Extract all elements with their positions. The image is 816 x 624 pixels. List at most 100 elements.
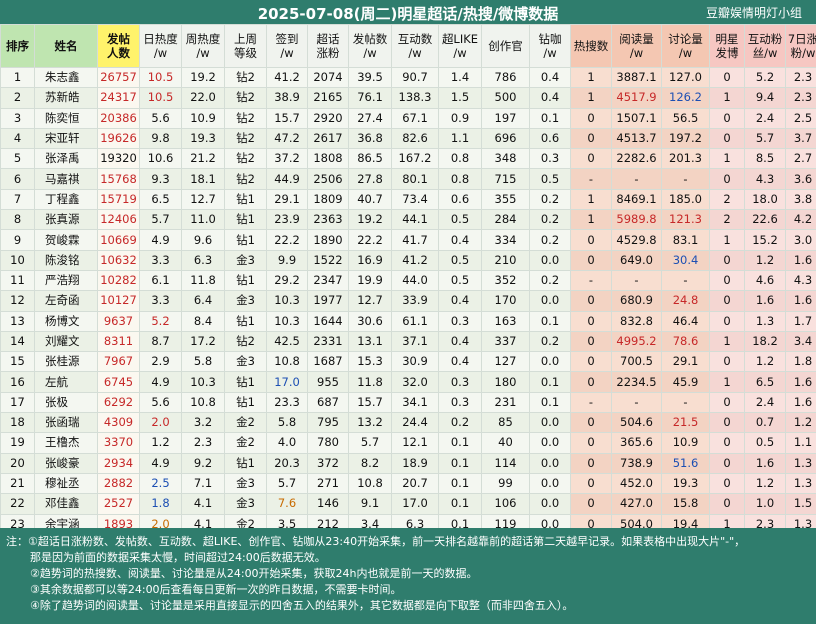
rank-cell: 12 <box>0 290 35 312</box>
rank-cell: 2 <box>0 87 35 109</box>
daily-heat-cell: 9.8 <box>139 127 182 150</box>
daily-heat-cell: 5.7 <box>139 209 182 231</box>
header-interact-fans: 互动粉 丝/w <box>744 24 786 68</box>
diamond-cell: 0.2 <box>529 209 571 231</box>
hotsearch-cell: 1 <box>570 188 612 211</box>
table-row: 10 陈浚铭 10632 3.3 6.3 金3 9.9 1522 16.9 41.2 0.5 210 0… <box>0 249 816 271</box>
superlike-cell: 1.1 <box>438 127 482 150</box>
interactions-cell: 138.3 <box>391 87 439 109</box>
discussions-cell: 83.1 <box>661 229 710 251</box>
interact-fans-cell: 9.4 <box>744 87 786 109</box>
diamond-cell: 0.0 <box>529 452 571 474</box>
header-posts: 发帖数 /w <box>348 24 392 68</box>
hotsearch-cell: 0 <box>570 493 612 515</box>
level-cell: 钻1 <box>224 452 267 474</box>
reads-cell: 649.0 <box>611 249 662 271</box>
fan-growth-cell: 2506 <box>307 168 349 190</box>
name-cell: 贺峻霖 <box>34 229 98 251</box>
diamond-cell: 0.0 <box>529 351 571 373</box>
level-cell: 钻2 <box>224 168 267 190</box>
discussions-cell: 78.6 <box>661 330 710 353</box>
daily-heat-cell: 8.7 <box>139 330 182 353</box>
posts-cell: 11.8 <box>348 371 392 393</box>
superlike-cell: 0.1 <box>438 432 482 454</box>
interactions-cell: 34.1 <box>391 391 439 414</box>
posts-cell: 39.5 <box>348 66 392 89</box>
creators-cell: 334 <box>481 229 530 251</box>
discussions-cell: - <box>661 391 710 414</box>
discussions-cell: 10.9 <box>661 432 710 454</box>
header-fan-growth: 超话 涨粉 <box>307 24 349 68</box>
checkin-cell: 29.1 <box>266 188 308 211</box>
interactions-cell: 12.1 <box>391 432 439 454</box>
discussions-cell: 51.6 <box>661 452 710 474</box>
superlike-cell: 0.5 <box>438 269 482 292</box>
superlike-cell: 0.1 <box>438 472 482 495</box>
table-row: 9 贺峻霖 10669 4.9 9.6 钻1 22.2 1890 22.2 41.7 0.4 334 0… <box>0 229 816 251</box>
weekly-heat-cell: 17.2 <box>181 330 225 353</box>
interact-fans-cell: 1.6 <box>744 452 786 474</box>
superlike-cell: 0.4 <box>438 351 482 373</box>
table-row: 7 丁程鑫 15719 6.5 12.7 钻1 29.1 1809 40.7 73.4 0.6 355… <box>0 188 816 211</box>
table-header-row: 排序 姓名 发帖 人数 日热度 /w 周热度 /w 上周 等级 签到 /w 超话 涨粉 发帖数 … <box>0 24 816 68</box>
level-cell: 金3 <box>224 472 267 495</box>
posters-cell: 4309 <box>97 412 140 434</box>
interactions-cell: 61.1 <box>391 310 439 332</box>
name-cell: 穆祉丞 <box>34 472 98 495</box>
header-superlike: 超LIKE /w <box>438 24 482 68</box>
posters-cell: 24317 <box>97 87 140 109</box>
page-title: 2025-07-08(周二)明星超话/热搜/微博数据 <box>257 5 559 23</box>
diamond-cell: 0.2 <box>529 269 571 292</box>
hotsearch-cell: - <box>570 391 612 414</box>
daily-heat-cell: 3.3 <box>139 249 182 271</box>
posters-cell: 8311 <box>97 330 140 353</box>
reads-cell: - <box>611 391 662 414</box>
fan-growth-cell: 1977 <box>307 290 349 312</box>
rank-cell: 5 <box>0 148 35 170</box>
name-cell: 张函瑞 <box>34 412 98 434</box>
weekly-heat-cell: 2.3 <box>181 432 225 454</box>
name-cell: 朱志鑫 <box>34 66 98 89</box>
reads-cell: 427.0 <box>611 493 662 515</box>
posts-cell: 15.3 <box>348 351 392 373</box>
diamond-cell: 0.0 <box>529 493 571 515</box>
growth-cell: 2.7 <box>785 148 816 170</box>
diamond-cell: 0.0 <box>529 432 571 454</box>
name-cell: 张峻豪 <box>34 452 98 474</box>
hotsearch-cell: 0 <box>570 310 612 332</box>
rank-cell: 17 <box>0 391 35 414</box>
posters-cell: 9637 <box>97 310 140 332</box>
discussions-cell: 201.3 <box>661 148 710 170</box>
posters-cell: 10127 <box>97 290 140 312</box>
superlike-cell: 0.4 <box>438 330 482 353</box>
hotsearch-cell: 0 <box>570 371 612 393</box>
creators-cell: 197 <box>481 107 530 129</box>
hotsearch-cell: 0 <box>570 107 612 129</box>
reads-cell: 2234.5 <box>611 371 662 393</box>
reads-cell: 4529.8 <box>611 229 662 251</box>
posters-cell: 6745 <box>97 371 140 393</box>
rank-cell: 11 <box>0 269 35 292</box>
reads-cell: 4517.9 <box>611 87 662 109</box>
interactions-cell: 18.9 <box>391 452 439 474</box>
creators-cell: 696 <box>481 127 530 150</box>
diamond-cell: 0.1 <box>529 391 571 414</box>
rank-cell: 19 <box>0 432 35 454</box>
fan-growth-cell: 1522 <box>307 249 349 271</box>
posters-cell: 2882 <box>97 472 140 495</box>
creators-cell: 40 <box>481 432 530 454</box>
header-discussions: 讨论量 /w <box>661 24 710 68</box>
superlike-cell: 0.5 <box>438 209 482 231</box>
creators-cell: 352 <box>481 269 530 292</box>
growth-cell: 1.1 <box>785 432 816 454</box>
table-row: 22 邓佳鑫 2527 1.8 4.1 金3 7.6 146 9.1 17.0 0.1 106 0.0 0… <box>0 493 816 515</box>
posts-cell: 40.7 <box>348 188 392 211</box>
diamond-cell: 0.0 <box>529 249 571 271</box>
daily-heat-cell: 1.2 <box>139 432 182 454</box>
header-interactions: 互动数 /w <box>391 24 439 68</box>
weekly-heat-cell: 9.6 <box>181 229 225 251</box>
table-row: 18 张函瑞 4309 2.0 3.2 金2 5.8 795 13.2 24.4 0.2 85 0.0 0… <box>0 412 816 434</box>
posters-cell: 19320 <box>97 148 140 170</box>
daily-heat-cell: 9.3 <box>139 168 182 190</box>
posters-cell: 3370 <box>97 432 140 454</box>
